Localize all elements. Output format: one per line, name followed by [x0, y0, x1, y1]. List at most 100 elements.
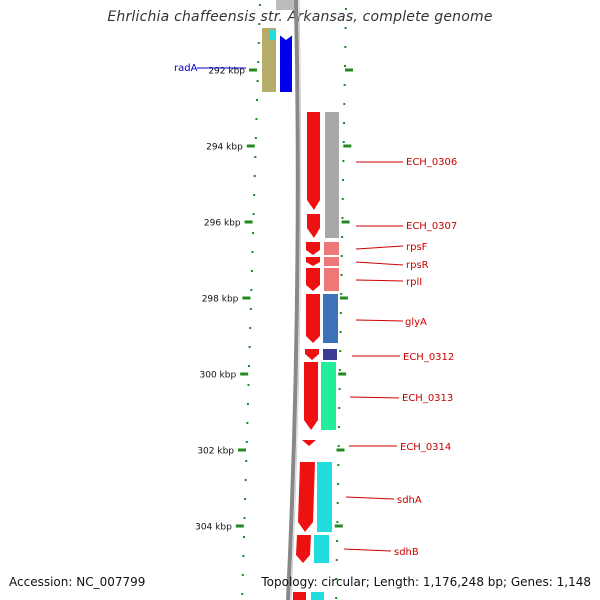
tick-dot	[343, 122, 346, 124]
gene-labels: radA ECH_0306 ECH_0307 rpsF rpsR rplI glyA ECH_…	[174, 63, 457, 558]
tick-dot	[250, 289, 253, 291]
tick-dot	[335, 597, 338, 599]
tick-dot	[343, 84, 346, 86]
callout-line	[355, 245, 404, 250]
tick-dot	[244, 479, 247, 481]
tick-dot	[254, 137, 257, 139]
tick-dot	[255, 118, 258, 120]
gene-label-rplI[interactable]: rplI	[406, 277, 422, 288]
feature-rpsF-band	[324, 242, 339, 255]
gene-label-glyA[interactable]: glyA	[405, 317, 427, 328]
ruler-label: 298 kbp	[202, 295, 239, 305]
tick-dot	[241, 593, 244, 595]
callout-line	[355, 261, 404, 266]
ruler-label: 292 kbp	[208, 67, 245, 77]
tick-dot	[338, 407, 341, 409]
feature-ECH_0307-cds[interactable]	[307, 214, 320, 238]
tick-dot	[249, 308, 252, 310]
feature-glyA-band	[323, 294, 338, 343]
tick-dot	[250, 270, 253, 272]
gene-label-ECH_0312[interactable]: ECH_0312	[403, 352, 454, 363]
gene-label-ECH_0313[interactable]: ECH_0313	[402, 393, 453, 404]
ruler-tick	[244, 220, 253, 224]
gene-label-rpsF[interactable]: rpsF	[406, 242, 428, 253]
feature-sdhA-band	[317, 462, 332, 532]
feature-band-cyan	[269, 30, 275, 40]
tick-dot	[344, 8, 347, 10]
feature-glyA-cds[interactable]	[306, 294, 320, 343]
tick-dot	[337, 483, 340, 485]
feature-rpsR-cds[interactable]	[306, 257, 320, 266]
feature-rpsF-cds[interactable]	[306, 242, 320, 255]
feature-rplI-band	[324, 268, 339, 291]
feature-ECH_0312-cds[interactable]	[305, 349, 319, 360]
ruler-tick-right	[338, 372, 347, 376]
tick-dot	[335, 578, 338, 580]
feature-ECH_0313-band	[321, 362, 336, 430]
tick-dot	[339, 331, 342, 333]
ruler-label: 302 kbp	[197, 447, 234, 457]
ruler-tick	[249, 68, 257, 72]
tick-dot	[341, 217, 344, 219]
gene-label-ECH_0307[interactable]: ECH_0307	[406, 221, 457, 232]
topology-text: Topology: circular; Length: 1,176,248 bp…	[261, 575, 591, 589]
tick-dot	[251, 251, 254, 253]
tick-dot	[340, 274, 343, 276]
feature-bottom-red	[293, 592, 306, 600]
tick-dot	[336, 540, 339, 542]
ruler-tick-right	[336, 448, 345, 452]
ruler-tick	[240, 372, 249, 376]
tick-dot	[257, 42, 260, 44]
feature-ECH_0314-cds[interactable]	[302, 440, 316, 446]
tick-dot	[342, 160, 345, 162]
tick-dot	[243, 517, 246, 519]
gene-label-radA[interactable]: radA	[174, 63, 198, 74]
tick-dot	[341, 236, 344, 238]
tick-dot	[245, 441, 248, 443]
feature-ECH_0306-cds[interactable]	[307, 112, 320, 210]
feature-bottom-cyan	[311, 592, 324, 600]
callout-line	[355, 279, 404, 282]
feature-radA-arrow	[278, 28, 294, 40]
tick-dot	[245, 460, 248, 462]
gene-label-sdhB[interactable]: sdhB	[394, 547, 419, 558]
feature-rpsR-band	[324, 257, 339, 266]
tick-dot	[339, 350, 342, 352]
gene-label-sdhA[interactable]: sdhA	[397, 495, 422, 506]
ruler-tick-right	[334, 524, 343, 528]
ruler-tick-right	[343, 144, 352, 148]
callout-line	[343, 548, 392, 552]
ruler-tick	[242, 296, 251, 300]
tick-dot	[336, 521, 339, 523]
gene-label-ECH_0306[interactable]: ECH_0306	[406, 157, 457, 168]
tick-dot	[252, 232, 255, 234]
tick-dot	[252, 213, 255, 215]
gene-label-ECH_0314[interactable]: ECH_0314	[400, 442, 451, 453]
feature-band-olive	[262, 28, 276, 92]
feature-ECH_0313-cds[interactable]	[304, 362, 318, 430]
tick-dot	[253, 175, 256, 177]
tick-dot	[242, 555, 245, 557]
tick-dot	[340, 293, 343, 295]
callout-line	[349, 396, 400, 399]
tick-dot	[256, 80, 259, 82]
tick-dot	[257, 61, 260, 63]
tick-dot	[258, 23, 261, 25]
feature-radA-cds[interactable]	[280, 30, 292, 92]
tick-dot	[340, 255, 343, 257]
feature-sdhA-cds[interactable]	[298, 462, 315, 532]
tick-dot	[246, 422, 249, 424]
tick-dot	[341, 198, 344, 200]
feature-sdhB-cds[interactable]	[296, 535, 311, 563]
ruler-tick	[246, 144, 255, 148]
tick-dot	[254, 156, 257, 158]
feature-rplI-cds[interactable]	[306, 268, 320, 291]
tick-dot	[344, 46, 347, 48]
tick-dot	[337, 464, 340, 466]
tick-dot	[336, 502, 339, 504]
feature-sdhB-band	[314, 535, 329, 563]
gene-label-rpsR[interactable]: rpsR	[406, 260, 429, 271]
tick-dot	[244, 498, 247, 500]
accession-text: Accession: NC_007799	[9, 575, 146, 589]
